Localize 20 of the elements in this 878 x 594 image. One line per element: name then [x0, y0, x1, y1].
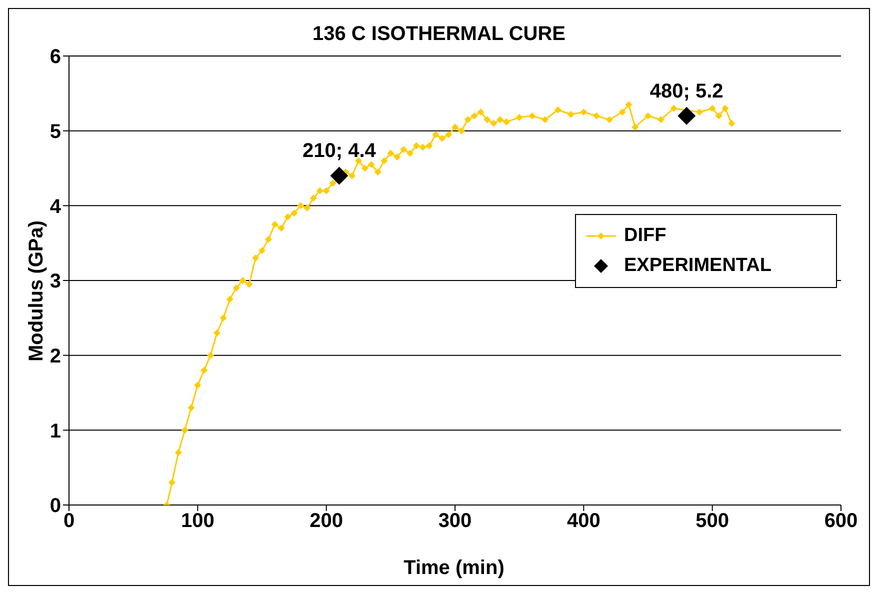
y-tick-label: 4: [50, 196, 62, 218]
x-tick-label: 100: [180, 510, 214, 532]
x-tick-label: 400: [566, 510, 600, 532]
y-tick-label: 1: [50, 420, 61, 442]
data-label: 210; 4.4: [302, 140, 377, 162]
legend-label: EXPERIMENTAL: [624, 254, 772, 278]
y-tick-label: 6: [50, 46, 61, 68]
y-tick-label: 5: [50, 120, 61, 143]
legend-label: DIFF: [624, 224, 666, 248]
x-tick-label: 300: [438, 510, 472, 532]
y-axis-title: Modulus (GPa): [26, 220, 48, 362]
data-label: 480; 5.2: [650, 80, 724, 102]
x-tick-label: 500: [696, 510, 730, 532]
x-axis-title: Time (min): [402, 557, 506, 580]
y-tick-label: 0: [50, 495, 61, 518]
y-tick-label: 2: [50, 345, 61, 368]
x-tick-label: 600: [824, 510, 858, 532]
x-tick-label: 200: [310, 510, 344, 532]
y-tick-label: 3: [50, 270, 61, 293]
chart-title: 136 C ISOTHERMAL CURE: [311, 23, 566, 46]
